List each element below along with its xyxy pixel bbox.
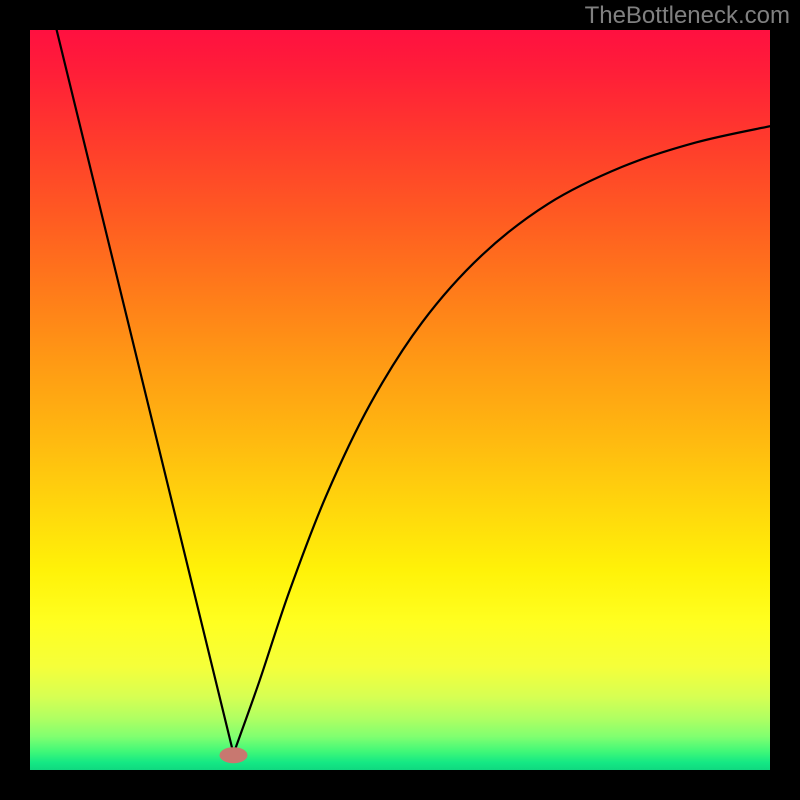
plot-gradient-background (30, 30, 770, 770)
watermark-text: TheBottleneck.com (585, 2, 790, 30)
bottleneck-chart (0, 0, 800, 800)
chart-container: { "watermark": { "text": "TheBottleneck.… (0, 0, 800, 800)
minimum-marker (220, 747, 248, 763)
